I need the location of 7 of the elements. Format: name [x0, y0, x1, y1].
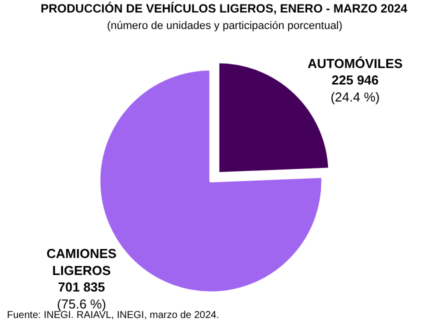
source-note: Fuente: INEGI. RAIAVL, INEGI, marzo de 2024. [7, 310, 220, 321]
slice-label: CAMIONES LIGEROS [46, 246, 117, 278]
data-label: 701 835 (75.6 %) [56, 280, 106, 312]
data-label: 225 946 (24.4 %) [330, 72, 380, 105]
chart-title: PRODUCCIÓN DE VEHÍCULOS LIGEROS, ENERO - MARZO 2024 [40, 1, 408, 16]
slice-label: AUTOMÓVILES [308, 56, 404, 71]
chart-subtitle: (número de unidades y participación porcentual) [107, 20, 342, 32]
